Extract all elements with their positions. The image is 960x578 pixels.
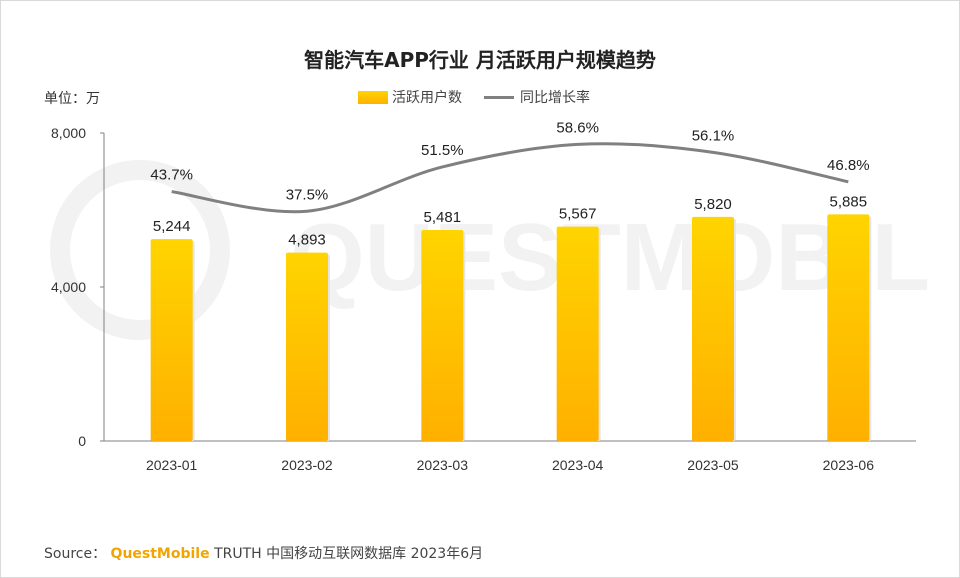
source-brand: QuestMobile [110, 546, 210, 562]
bar [556, 226, 599, 441]
legend-line-label: 同比增长率 [520, 90, 590, 106]
y-tick-label: 4,000 [51, 279, 86, 295]
growth-rate-line [171, 142, 849, 214]
unit-label: 单位：万 [44, 91, 100, 107]
bar-value-label: 4,893 [288, 232, 326, 249]
x-tick-label: 2023-01 [146, 457, 198, 473]
bar [421, 229, 464, 441]
bar [827, 214, 870, 441]
y-tick-label: 0 [78, 433, 86, 449]
bar-value-label: 5,481 [424, 209, 462, 226]
legend-bar-label: 活跃用户数 [392, 90, 462, 106]
line-value-label: 37.5% [286, 186, 329, 203]
bar [150, 239, 193, 441]
bar-value-label: 5,567 [559, 206, 597, 223]
source-prefix: Source： [44, 546, 107, 562]
line-value-label: 51.5% [421, 142, 464, 159]
line-value-label: 43.7% [150, 167, 193, 184]
line-value-label: 56.1% [692, 127, 735, 144]
line-value-label: 58.6% [556, 119, 599, 136]
legend-line-swatch [484, 95, 514, 99]
bar-value-label: 5,244 [153, 218, 191, 235]
legend: 活跃用户数 同比增长率 [358, 87, 590, 107]
chart-title: 智能汽车APP行业 月活跃用户规模趋势 [304, 48, 656, 72]
x-tick-label: 2023-03 [417, 457, 469, 473]
x-tick-label: 2023-05 [687, 457, 739, 473]
line-value-label: 46.8% [827, 157, 870, 174]
x-tick-label: 2023-04 [552, 457, 604, 473]
bar [286, 252, 328, 441]
source-note: Source： QuestMobile TRUTH 中国移动互联网数据库 202… [44, 543, 483, 563]
legend-bar-swatch [358, 90, 388, 104]
bar-value-label: 5,885 [830, 193, 868, 210]
bar-value-label: 5,820 [694, 196, 732, 213]
source-rest: TRUTH 中国移动互联网数据库 2023年6月 [214, 546, 484, 562]
x-tick-label: 2023-06 [823, 457, 875, 473]
x-tick-label: 2023-02 [281, 457, 333, 473]
y-tick-label: 8,000 [51, 125, 86, 141]
bar [692, 216, 734, 441]
